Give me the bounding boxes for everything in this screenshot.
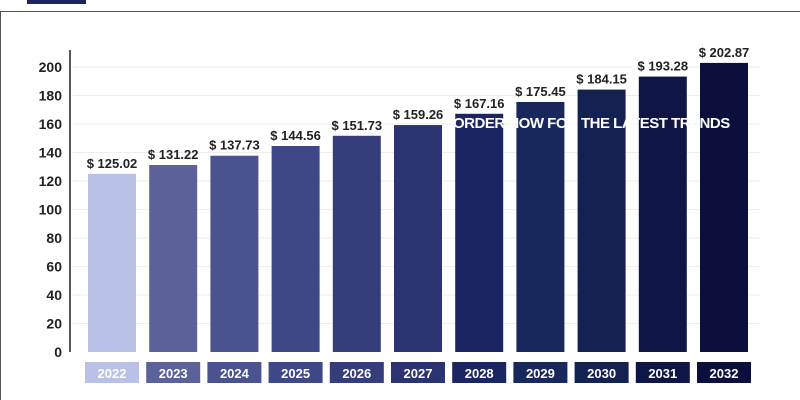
bar-2031 <box>638 76 687 353</box>
x-tick-label: 2030 <box>587 366 616 381</box>
x-tick-label: 2026 <box>342 366 371 381</box>
y-tick-label: 100 <box>39 202 63 218</box>
x-category-box <box>207 362 262 383</box>
y-tick-label: 80 <box>46 230 62 246</box>
header-divider <box>0 11 800 12</box>
x-tick-label: 2023 <box>159 366 188 381</box>
x-category-box <box>85 362 139 383</box>
data-label: $ 137.73 <box>209 138 260 153</box>
y-tick-label: 20 <box>46 316 62 332</box>
data-label: $ 151.73 <box>331 118 382 133</box>
data-label: $ 193.28 <box>637 59 688 74</box>
x-category-box <box>574 362 629 383</box>
x-category-box <box>697 362 751 383</box>
x-tick-label: 2025 <box>281 366 310 381</box>
bar-2022 <box>88 173 136 352</box>
x-tick-label: 2022 <box>98 366 127 381</box>
bar-2029 <box>516 101 565 352</box>
data-label: $ 175.45 <box>515 84 566 99</box>
bar-2030 <box>577 89 626 353</box>
x-tick-label: 2031 <box>648 366 677 381</box>
bar-2028 <box>455 113 504 352</box>
y-tick-label: 200 <box>39 59 63 75</box>
data-label: $ 202.87 <box>699 45 750 60</box>
promo-overlay-text: ORDER NOW FOR THE LATEST TRENDS <box>453 115 730 132</box>
bar-2027 <box>394 125 442 352</box>
x-category-box <box>635 362 690 383</box>
x-tick-label: 2027 <box>404 366 433 381</box>
x-category-box <box>513 362 568 383</box>
y-tick-label: 140 <box>39 145 63 161</box>
x-category-box <box>268 362 323 383</box>
data-label: $ 125.02 <box>87 156 138 171</box>
x-category-box <box>391 362 445 383</box>
bar-2032 <box>700 62 748 353</box>
y-tick-label: 0 <box>54 344 62 360</box>
x-tick-label: 2024 <box>220 366 250 381</box>
data-label: $ 131.22 <box>148 147 199 162</box>
bar-2025 <box>271 146 320 352</box>
x-category-box <box>452 362 507 383</box>
y-tick-label: 60 <box>46 259 62 275</box>
x-tick-label: 2029 <box>526 366 555 381</box>
y-tick-label: 40 <box>46 287 62 303</box>
data-label: $ 184.15 <box>576 72 627 87</box>
data-label: $ 144.56 <box>270 128 321 143</box>
data-label: $ 167.16 <box>454 96 505 111</box>
bar-2023 <box>149 165 198 352</box>
brand-logo <box>27 0 86 4</box>
x-tick-label: 2032 <box>710 366 739 381</box>
data-label: $ 159.26 <box>393 107 444 122</box>
bar-2024 <box>210 155 259 352</box>
y-tick-label: 120 <box>39 173 63 189</box>
x-tick-label: 2028 <box>465 366 494 381</box>
y-tick-label: 160 <box>39 116 63 132</box>
x-category-box <box>146 362 201 383</box>
x-category-box <box>329 362 384 383</box>
frame-divider <box>0 11 1 400</box>
bar-2026 <box>332 135 381 352</box>
y-tick-label: 180 <box>39 88 63 104</box>
